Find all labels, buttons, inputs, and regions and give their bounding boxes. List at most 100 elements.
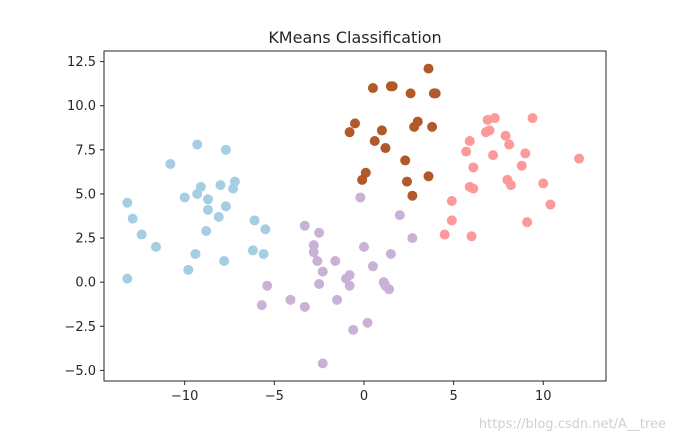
chart-title: KMeans Classification [268, 28, 441, 47]
scatter-point-cluster-1 [229, 176, 240, 187]
scatter-point-cluster-4 [527, 113, 538, 124]
scatter-point-cluster-3 [400, 155, 411, 166]
scatter-point-cluster-2 [407, 233, 418, 244]
scatter-point-cluster-2 [332, 294, 343, 305]
scatter-point-cluster-2 [317, 266, 328, 277]
scatter-point-cluster-1 [258, 248, 269, 259]
scatter-point-cluster-4 [464, 136, 475, 146]
scatter-point-cluster-2 [285, 294, 296, 305]
scatter-point-cluster-3 [360, 167, 371, 178]
y-axis: −5.0 −2.5 0.0 2.5 5.0 7.5 10.0 12.5 [64, 55, 104, 379]
scatter-point-cluster-3 [369, 136, 380, 146]
scatter-point-cluster-1 [201, 226, 212, 236]
scatter-point-cluster-2 [299, 220, 310, 231]
scatter-point-cluster-1 [247, 245, 258, 256]
scatter-point-cluster-1 [202, 204, 213, 215]
scatter-point-cluster-2 [314, 278, 325, 289]
scatter-point-cluster-3 [344, 127, 355, 138]
scatter-point-cluster-1 [127, 213, 138, 224]
y-tick-label: −5.0 [64, 364, 96, 379]
scatter-point-cluster-1 [179, 192, 190, 203]
scatter-point-cluster-4 [545, 199, 556, 210]
scatter-point-cluster-2 [330, 256, 341, 266]
scatter-point-cluster-2 [367, 261, 378, 272]
scatter-point-cluster-2 [380, 280, 391, 291]
scatter-point-cluster-2 [317, 358, 328, 369]
scatter-point-cluster-3 [405, 88, 416, 99]
scatter-point-cluster-4 [468, 183, 479, 194]
scatter-point-cluster-4 [504, 139, 515, 150]
y-tick-label: 12.5 [67, 55, 96, 70]
scatter-point-cluster-1 [122, 197, 133, 208]
scatter-point-cluster-3 [376, 125, 387, 136]
scatter-point-cluster-4 [446, 215, 457, 226]
scatter-point-cluster-2 [348, 324, 359, 335]
scatter-point-cluster-4 [538, 178, 549, 189]
scatter-point-cluster-3 [423, 63, 434, 74]
scatter-point-cluster-1 [136, 229, 147, 240]
scatter-point-cluster-3 [412, 116, 423, 127]
scatter-point-cluster-2 [262, 280, 273, 291]
x-tick-label: −10 [171, 389, 198, 404]
scatter-point-cluster-2 [385, 248, 396, 259]
scatter-point-cluster-3 [423, 171, 434, 182]
scatter-point-cluster-2 [314, 227, 325, 238]
scatter-point-cluster-1 [213, 211, 224, 222]
scatter-point-cluster-1 [219, 256, 230, 266]
scatter-point-cluster-3 [427, 121, 438, 132]
scatter-point-cluster-4 [516, 160, 527, 171]
scatter-point-cluster-4 [520, 148, 531, 159]
x-tick-label: 10 [535, 389, 552, 404]
scatter-point-cluster-4 [500, 130, 511, 141]
scatter-point-cluster-4 [446, 196, 457, 206]
scatter-point-cluster-1 [249, 215, 260, 226]
scatter-point-cluster-3 [350, 118, 360, 129]
scatter-point-cluster-2 [358, 241, 369, 252]
scatter-point-cluster-4 [466, 231, 477, 242]
scatter-point-cluster-4 [484, 125, 495, 136]
y-tick-label: −2.5 [64, 320, 96, 335]
scatter-point-cluster-1 [150, 241, 161, 252]
data-points [122, 63, 585, 369]
y-tick-label: 7.5 [75, 143, 96, 158]
scatter-point-cluster-4 [505, 180, 516, 191]
scatter-point-cluster-1 [220, 201, 231, 212]
x-tick-label: 5 [449, 389, 457, 404]
x-tick-label: −5 [265, 389, 284, 404]
scatter-point-cluster-2 [394, 210, 405, 221]
x-tick-label: 0 [360, 389, 368, 404]
y-tick-label: 2.5 [75, 232, 96, 247]
scatter-point-cluster-2 [344, 280, 355, 291]
scatter-point-cluster-3 [387, 81, 398, 92]
scatter-point-cluster-2 [308, 240, 319, 251]
scatter-point-cluster-1 [165, 158, 176, 169]
scatter-point-cluster-1 [202, 194, 213, 205]
x-axis: −10 −5 0 5 10 [171, 381, 552, 404]
scatter-point-cluster-3 [380, 143, 391, 154]
scatter-point-cluster-2 [256, 300, 267, 311]
scatter-point-cluster-2 [299, 301, 310, 312]
scatter-point-cluster-2 [362, 317, 373, 328]
scatter-point-cluster-4 [461, 146, 472, 157]
scatter-point-cluster-1 [183, 264, 194, 275]
scatter-point-cluster-4 [488, 150, 499, 161]
scatter-point-cluster-4 [489, 113, 500, 124]
scatter-point-cluster-3 [367, 83, 378, 94]
scatter-point-cluster-3 [430, 88, 441, 99]
scatter-point-cluster-3 [401, 176, 412, 187]
scatter-point-cluster-2 [308, 247, 319, 258]
y-tick-label: 10.0 [67, 99, 96, 114]
scatter-point-cluster-1 [220, 144, 231, 155]
scatter-point-cluster-1 [195, 181, 206, 192]
scatter-point-cluster-4 [439, 229, 450, 240]
scatter-point-cluster-1 [190, 248, 201, 259]
scatter-point-cluster-1 [260, 224, 271, 235]
scatter-point-cluster-4 [574, 153, 585, 164]
watermark: https://blog.csdn.net/A__tree [479, 417, 666, 432]
y-tick-label: 5.0 [75, 187, 96, 202]
scatter-point-cluster-1 [122, 273, 133, 284]
scatter-point-cluster-4 [468, 162, 479, 173]
scatter-point-cluster-2 [312, 256, 323, 266]
scatter-point-cluster-1 [192, 139, 203, 150]
